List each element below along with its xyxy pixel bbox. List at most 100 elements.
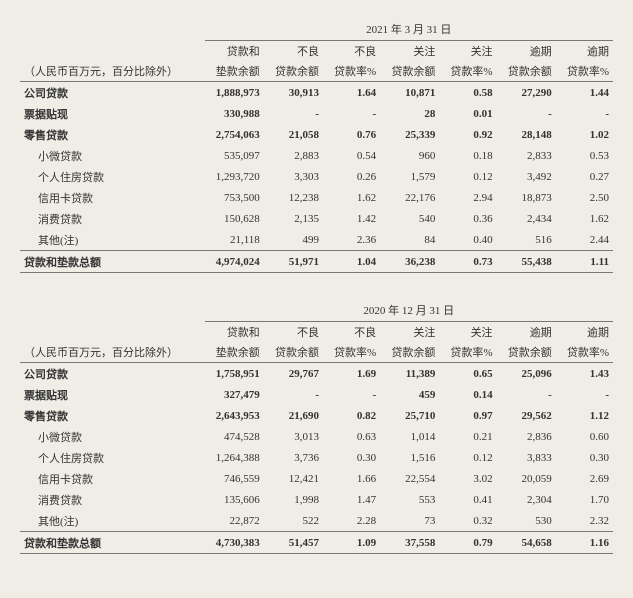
col-header-line2: 贷款余额 xyxy=(264,342,323,363)
cell-value: 2,135 xyxy=(264,208,323,229)
cell-value: 516 xyxy=(497,229,556,251)
cell-value: 22,176 xyxy=(380,187,439,208)
cell-value: 2,883 xyxy=(264,145,323,166)
cell-value: 1,293,720 xyxy=(205,166,264,187)
cell-value: 2,836 xyxy=(497,426,556,447)
table-row: 其他(注)21,1184992.36840.405162.44 xyxy=(20,229,613,251)
table-row: 小微贷款474,5283,0130.631,0140.212,8360.60 xyxy=(20,426,613,447)
total-value: 36,238 xyxy=(380,251,439,273)
col-header-line2: 垫款余额 xyxy=(205,342,264,363)
cell-value: 1.43 xyxy=(556,363,613,385)
col-header-line1: 贷款和 xyxy=(205,322,264,343)
cell-value: 2,643,953 xyxy=(205,405,264,426)
col-header-line2: 垫款余额 xyxy=(205,61,264,82)
cell-value: 0.60 xyxy=(556,426,613,447)
table-row: 票据贴现330,988--280.01-- xyxy=(20,103,613,124)
table-row: 小微贷款535,0972,8830.549600.182,8330.53 xyxy=(20,145,613,166)
cell-value: 25,339 xyxy=(380,124,439,145)
cell-value: 1,579 xyxy=(380,166,439,187)
cell-value: 18,873 xyxy=(497,187,556,208)
cell-value: 530 xyxy=(497,510,556,532)
row-label: 票据贴现 xyxy=(20,384,205,405)
cell-value: 73 xyxy=(380,510,439,532)
cell-value: 2,304 xyxy=(497,489,556,510)
unit-note: （人民币百万元，百分比除外） xyxy=(20,342,205,363)
table-row: 个人住房贷款1,293,7203,3030.261,5790.123,4920.… xyxy=(20,166,613,187)
cell-value: 960 xyxy=(380,145,439,166)
table-block: 2021 年 3 月 31 日贷款和不良不良关注关注逾期逾期（人民币百万元，百分… xyxy=(20,18,613,273)
total-label: 贷款和垫款总额 xyxy=(20,532,205,554)
row-label: 信用卡贷款 xyxy=(20,187,205,208)
cell-value: 522 xyxy=(264,510,323,532)
table-row: 其他(注)22,8725222.28730.325302.32 xyxy=(20,510,613,532)
cell-value: 0.30 xyxy=(323,447,380,468)
cell-value: 474,528 xyxy=(205,426,264,447)
cell-value: 2,434 xyxy=(497,208,556,229)
total-value: 1.11 xyxy=(556,251,613,273)
cell-value: 459 xyxy=(380,384,439,405)
cell-value: 3,492 xyxy=(497,166,556,187)
cell-value: 327,479 xyxy=(205,384,264,405)
cell-value: 21,058 xyxy=(264,124,323,145)
cell-value: 84 xyxy=(380,229,439,251)
cell-value: - xyxy=(556,103,613,124)
table-block: 2020 年 12 月 31 日贷款和不良不良关注关注逾期逾期（人民币百万元，百… xyxy=(20,299,613,554)
cell-value: 0.26 xyxy=(323,166,380,187)
cell-value: 330,988 xyxy=(205,103,264,124)
row-label: 消费贷款 xyxy=(20,489,205,510)
cell-value: 1,888,973 xyxy=(205,82,264,104)
cell-value: 0.12 xyxy=(439,166,496,187)
cell-value: 0.41 xyxy=(439,489,496,510)
col-header-line1: 不良 xyxy=(323,322,380,343)
cell-value: 0.21 xyxy=(439,426,496,447)
cell-value: 10,871 xyxy=(380,82,439,104)
cell-value: 1,516 xyxy=(380,447,439,468)
cell-value: 0.82 xyxy=(323,405,380,426)
cell-value: 2,833 xyxy=(497,145,556,166)
cell-value: 22,872 xyxy=(205,510,264,532)
cell-value: - xyxy=(264,384,323,405)
col-header-line1: 不良 xyxy=(264,41,323,62)
col-header-line1: 不良 xyxy=(323,41,380,62)
cell-value: 2.32 xyxy=(556,510,613,532)
total-value: 4,974,024 xyxy=(205,251,264,273)
cell-value: 1.62 xyxy=(556,208,613,229)
cell-value: 11,389 xyxy=(380,363,439,385)
cell-value: 2.94 xyxy=(439,187,496,208)
total-value: 4,730,383 xyxy=(205,532,264,554)
cell-value: 0.76 xyxy=(323,124,380,145)
cell-value: 535,097 xyxy=(205,145,264,166)
row-label: 零售贷款 xyxy=(20,405,205,426)
cell-value: 28,148 xyxy=(497,124,556,145)
total-value: 51,971 xyxy=(264,251,323,273)
cell-value: 3,013 xyxy=(264,426,323,447)
cell-value: - xyxy=(556,384,613,405)
cell-value: 2.36 xyxy=(323,229,380,251)
col-header-line1: 逾期 xyxy=(556,322,613,343)
date-header: 2020 年 12 月 31 日 xyxy=(205,299,613,322)
cell-value: 0.01 xyxy=(439,103,496,124)
table-row: 零售贷款2,754,06321,0580.7625,3390.9228,1481… xyxy=(20,124,613,145)
cell-value: 0.54 xyxy=(323,145,380,166)
cell-value: 1.02 xyxy=(556,124,613,145)
row-label: 信用卡贷款 xyxy=(20,468,205,489)
cell-value: 1.66 xyxy=(323,468,380,489)
cell-value: 20,059 xyxy=(497,468,556,489)
cell-value: 150,628 xyxy=(205,208,264,229)
cell-value: 21,690 xyxy=(264,405,323,426)
row-label: 其他(注) xyxy=(20,229,205,251)
cell-value: 0.30 xyxy=(556,447,613,468)
loan-quality-table: 2020 年 12 月 31 日贷款和不良不良关注关注逾期逾期（人民币百万元，百… xyxy=(20,299,613,554)
total-value: 1.09 xyxy=(323,532,380,554)
table-row: 消费贷款150,6282,1351.425400.362,4341.62 xyxy=(20,208,613,229)
cell-value: 1,758,951 xyxy=(205,363,264,385)
cell-value: 2.50 xyxy=(556,187,613,208)
cell-value: 29,562 xyxy=(497,405,556,426)
row-label: 小微贷款 xyxy=(20,145,205,166)
cell-value: 0.97 xyxy=(439,405,496,426)
table-row: 零售贷款2,643,95321,6900.8225,7100.9729,5621… xyxy=(20,405,613,426)
row-label: 票据贴现 xyxy=(20,103,205,124)
cell-value: 746,559 xyxy=(205,468,264,489)
col-header-line2: 贷款率% xyxy=(439,61,496,82)
cell-value: 29,767 xyxy=(264,363,323,385)
